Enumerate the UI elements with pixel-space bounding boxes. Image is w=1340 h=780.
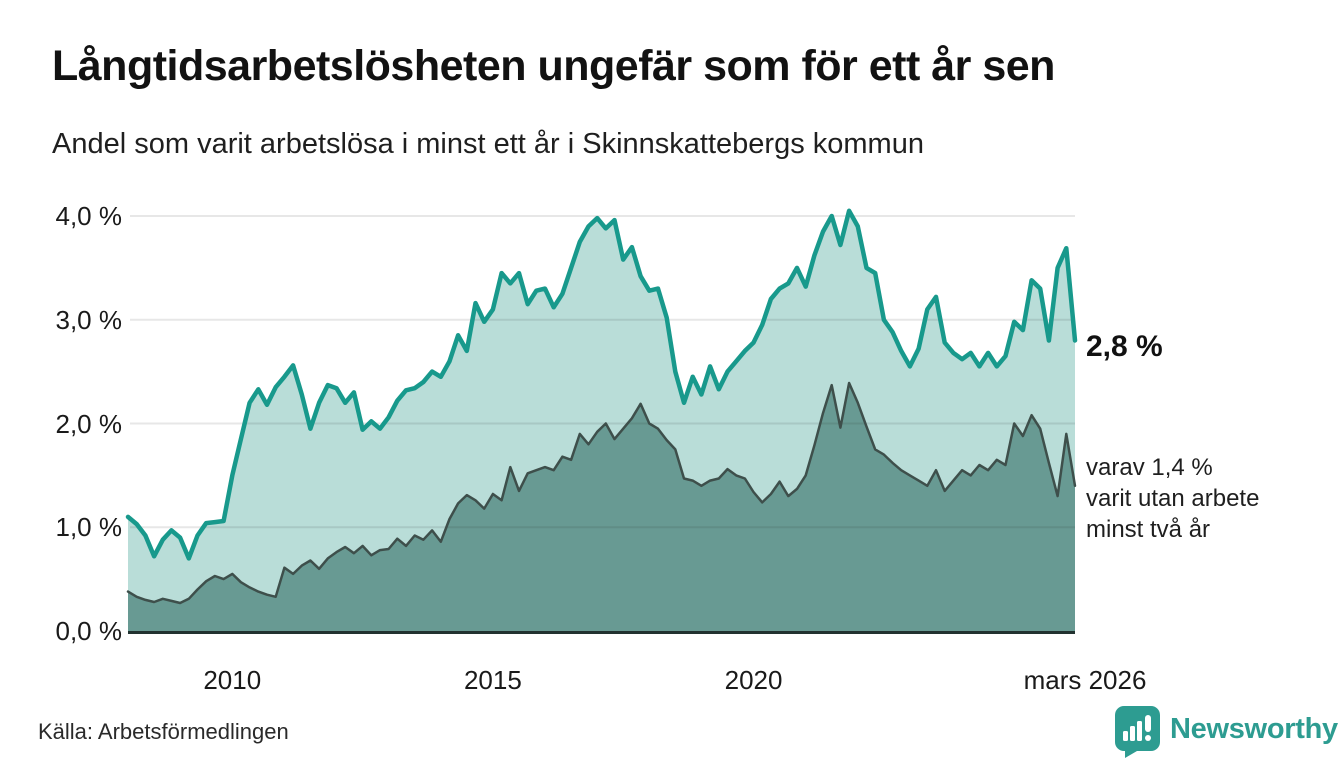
newsworthy-bubble-chart-icon bbox=[1115, 706, 1160, 758]
x-tick-label: 2020 bbox=[724, 665, 783, 695]
series-lower-line bbox=[126, 381, 1077, 605]
newsworthy-logo: Newsworthy bbox=[1114, 705, 1338, 758]
y-tick-label: 0,0 % bbox=[55, 616, 123, 646]
y-tick-label: 3,0 % bbox=[55, 304, 123, 335]
x-tick-label: mars 2026 bbox=[1023, 665, 1147, 695]
sub-series-annotation: varav 1,4 % varit utan arbete minst två … bbox=[1086, 454, 1260, 543]
series-upper-line bbox=[125, 208, 1078, 561]
page-title: Långtidsarbetslösheten ungefär som för e… bbox=[52, 42, 1055, 90]
brand-name: Newsworthy bbox=[1170, 713, 1338, 745]
x-tick-label: 2010 bbox=[203, 665, 262, 695]
source-attribution: Källa: Arbetsförmedlingen bbox=[38, 719, 289, 744]
x-tick-label: 2015 bbox=[463, 665, 522, 695]
y-tick-label: 2,0 % bbox=[55, 408, 123, 439]
y-tick-label: 4,0 % bbox=[55, 201, 123, 231]
latest-value-label: 2,8 % bbox=[1086, 330, 1163, 363]
y-tick-label: 1,0 % bbox=[55, 512, 123, 543]
series-lower-fill bbox=[128, 383, 1075, 631]
chart-subtitle: Andel som varit arbetslösa i minst ett å… bbox=[52, 128, 924, 160]
